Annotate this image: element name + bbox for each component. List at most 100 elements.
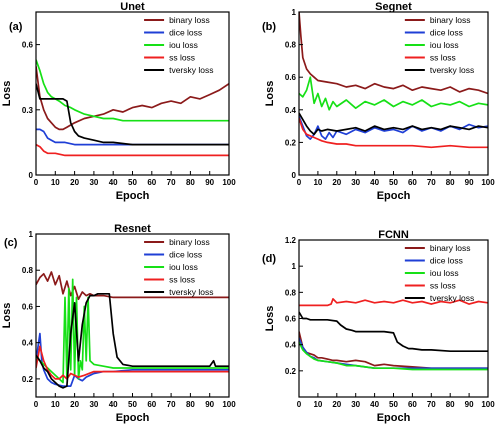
- legend-label: tversky loss: [169, 287, 213, 297]
- x-tick-label: 30: [351, 178, 360, 187]
- x-tick-label: 0: [297, 178, 302, 187]
- x-tick-label: 10: [313, 178, 322, 187]
- x-tick-label: 40: [370, 178, 379, 187]
- x-tick-label: 20: [70, 178, 79, 187]
- y-tick-label: 0: [292, 171, 297, 180]
- legend-label: binary loss: [169, 15, 210, 25]
- chart-title: Segnet: [375, 1, 412, 13]
- legend-label: binary loss: [430, 243, 471, 253]
- series-line-binary-loss: [36, 271, 229, 301]
- y-tick-label: 0.8: [285, 288, 297, 297]
- x-axis-label: Epoch: [377, 190, 411, 202]
- y-tick-label: 0.6: [22, 41, 34, 50]
- x-tick-label: 70: [427, 400, 436, 409]
- y-axis-label: Loss: [1, 81, 13, 107]
- y-tick-label: 0.4: [285, 106, 297, 115]
- series-line-tversky-loss: [36, 83, 229, 146]
- x-tick-label: 0: [34, 178, 39, 187]
- legend-label: ss loss: [169, 275, 195, 285]
- x-tick-label: 20: [70, 400, 79, 409]
- x-tick-label: 50: [128, 400, 137, 409]
- legend-label: tversky loss: [430, 65, 474, 75]
- panel-label: (b): [262, 21, 276, 33]
- y-tick-label: 0.3: [22, 106, 34, 115]
- y-axis-label: Loss: [264, 81, 276, 107]
- series-line-iou-loss: [299, 76, 488, 111]
- legend-label: tversky loss: [169, 65, 213, 75]
- y-tick-label: 1: [292, 8, 297, 17]
- x-tick-label: 40: [109, 400, 118, 409]
- series-line-ss-loss: [299, 298, 488, 307]
- legend-label: ss loss: [430, 53, 456, 63]
- x-tick-label: 20: [332, 400, 341, 409]
- chart-title: FCNN: [378, 229, 409, 241]
- y-tick-label: 0.2: [285, 367, 297, 376]
- legend-label: iou loss: [169, 40, 198, 50]
- panel-label: (d): [262, 253, 276, 265]
- series-line-binary-loss: [299, 331, 488, 370]
- y-tick-label: 0: [29, 171, 34, 180]
- x-tick-label: 100: [481, 178, 495, 187]
- panel-label: (c): [4, 237, 18, 249]
- x-tick-label: 100: [222, 400, 236, 409]
- x-axis-label: Epoch: [116, 190, 150, 202]
- x-tick-label: 10: [313, 400, 322, 409]
- legend-label: binary loss: [430, 15, 471, 25]
- x-tick-label: 90: [205, 400, 214, 409]
- legend-label: dice loss: [430, 256, 463, 266]
- x-tick-label: 90: [465, 178, 474, 187]
- series-line-ss-loss: [36, 143, 229, 157]
- x-tick-label: 30: [351, 400, 360, 409]
- x-tick-label: 30: [89, 178, 98, 187]
- x-tick-label: 70: [427, 178, 436, 187]
- y-tick-label: 0.8: [22, 266, 34, 275]
- y-tick-label: 1: [29, 230, 34, 239]
- x-tick-label: 50: [128, 178, 137, 187]
- x-tick-label: 80: [186, 178, 195, 187]
- chart-panel-2: 0 10 20 30 40 50 60 70 80 90 100 0.2 0.4 0.6 0.8 1 Epoch…: [1, 223, 236, 424]
- x-axis-label: Epoch: [377, 412, 411, 424]
- x-tick-label: 90: [465, 400, 474, 409]
- x-tick-label: 70: [167, 400, 176, 409]
- series-line-binary-loss: [36, 66, 229, 131]
- x-tick-label: 100: [481, 400, 495, 409]
- chart-panel-1: 0 10 20 30 40 50 60 70 80 90 100 0 0.2 0.4 0.6 0.8 1 Epoc…: [262, 1, 495, 202]
- series-line-tversky-loss: [36, 292, 229, 389]
- series-line-tversky-loss: [299, 112, 488, 136]
- legend-label: dice loss: [169, 250, 202, 260]
- x-tick-label: 60: [147, 178, 156, 187]
- legend-label: dice loss: [169, 28, 202, 38]
- legend-label: iou loss: [430, 40, 459, 50]
- series-line-dice-loss: [299, 337, 488, 370]
- legend-label: iou loss: [430, 268, 459, 278]
- y-axis-label: Loss: [264, 306, 276, 332]
- legend-label: ss loss: [430, 281, 456, 291]
- x-axis-label: Epoch: [116, 412, 150, 424]
- y-tick-label: 0.8: [285, 41, 297, 50]
- y-tick-label: 0.6: [22, 302, 34, 311]
- x-tick-label: 10: [51, 178, 60, 187]
- x-tick-label: 80: [186, 400, 195, 409]
- x-tick-label: 30: [89, 400, 98, 409]
- series-line-iou-loss: [36, 59, 229, 122]
- x-tick-label: 0: [297, 400, 302, 409]
- panel-label: (a): [9, 21, 23, 33]
- legend-label: iou loss: [169, 262, 198, 272]
- legend-label: dice loss: [430, 28, 463, 38]
- series-line-ss-loss: [36, 345, 229, 380]
- x-tick-label: 0: [34, 400, 39, 409]
- y-axis-label: Loss: [1, 303, 13, 329]
- x-tick-label: 80: [446, 178, 455, 187]
- y-tick-label: 0.2: [285, 138, 297, 147]
- series-line-iou-loss: [36, 278, 229, 384]
- x-tick-label: 40: [109, 178, 118, 187]
- x-tick-label: 60: [408, 178, 417, 187]
- series-line-binary-loss: [299, 12, 488, 95]
- y-tick-label: 0.6: [285, 73, 297, 82]
- x-tick-label: 50: [389, 178, 398, 187]
- series-line-dice-loss: [36, 332, 229, 387]
- y-tick-label: 0.6: [285, 315, 297, 324]
- series-line-iou-loss: [299, 341, 488, 371]
- x-tick-label: 70: [167, 178, 176, 187]
